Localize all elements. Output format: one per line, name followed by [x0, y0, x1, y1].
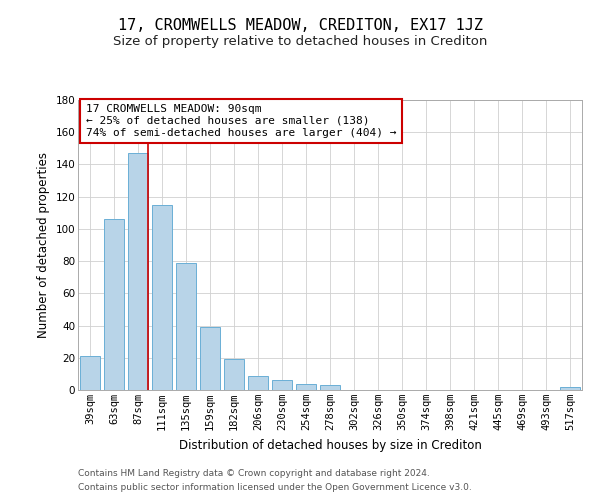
Bar — [104, 219, 124, 390]
Text: 17, CROMWELLS MEADOW, CREDITON, EX17 1JZ: 17, CROMWELLS MEADOW, CREDITON, EX17 1JZ — [118, 18, 482, 32]
Text: 17 CROMWELLS MEADOW: 90sqm
← 25% of detached houses are smaller (138)
74% of sem: 17 CROMWELLS MEADOW: 90sqm ← 25% of deta… — [86, 104, 396, 138]
Bar — [176, 262, 196, 390]
Bar — [248, 376, 268, 390]
Bar — [272, 380, 292, 390]
Text: Size of property relative to detached houses in Crediton: Size of property relative to detached ho… — [113, 35, 487, 48]
Text: Contains public sector information licensed under the Open Government Licence v3: Contains public sector information licen… — [78, 484, 472, 492]
Y-axis label: Number of detached properties: Number of detached properties — [37, 152, 50, 338]
Bar — [200, 327, 220, 390]
Bar — [560, 387, 580, 390]
Bar — [128, 153, 148, 390]
Bar — [320, 385, 340, 390]
Bar — [296, 384, 316, 390]
X-axis label: Distribution of detached houses by size in Crediton: Distribution of detached houses by size … — [179, 438, 481, 452]
Text: Contains HM Land Registry data © Crown copyright and database right 2024.: Contains HM Land Registry data © Crown c… — [78, 468, 430, 477]
Bar — [224, 360, 244, 390]
Bar — [80, 356, 100, 390]
Bar — [152, 204, 172, 390]
